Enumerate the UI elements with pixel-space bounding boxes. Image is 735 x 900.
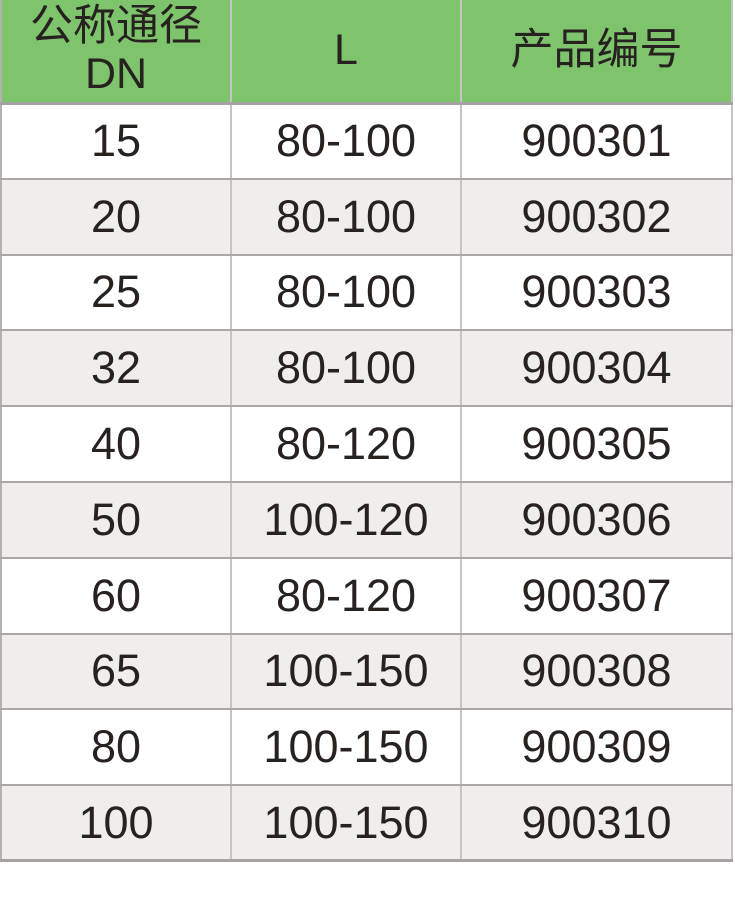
- cell-l: 80-100: [230, 103, 461, 180]
- cell-l: 100-120: [230, 481, 461, 559]
- cell-product-code: 900310: [460, 785, 732, 861]
- cell-dn: 80: [1, 709, 231, 787]
- cell-dn: 100: [78, 796, 154, 848]
- cell-l: 80-100: [230, 254, 461, 332]
- cell-dn: 32: [1, 330, 231, 408]
- product-spec-table: 公称通径 DN L 产品编号 15 80-100 900301 20 80-10…: [0, 0, 733, 863]
- cell-dn: 25: [1, 254, 231, 332]
- cell-product-code: 900303: [460, 254, 732, 332]
- cell-dn: 15: [1, 103, 231, 180]
- table-row: 15 80-100 900301: [1, 103, 732, 180]
- table-row: 60 80-120 900307: [1, 557, 732, 635]
- cell-product-code: 900304: [460, 330, 732, 408]
- table-row: 32 80-100 900304: [1, 330, 732, 408]
- column-header-dn-line1: 公称通径: [30, 2, 202, 51]
- cell-dn: 50: [1, 481, 231, 559]
- cell-dn: 40: [1, 406, 231, 483]
- cell-product-code: 900307: [460, 557, 732, 635]
- table-row: 100 100-150 900310: [1, 785, 732, 861]
- cell-product-code: 900308: [460, 633, 732, 711]
- cell-l: 100-150: [230, 785, 461, 861]
- cell-l: 100-150: [230, 633, 461, 711]
- cell-l: 80-120: [230, 406, 461, 483]
- cell-product-code: 900309: [460, 709, 732, 787]
- cell-dn: 65: [1, 633, 231, 711]
- cell-l: 80-100: [230, 178, 461, 256]
- cell-product-code: 900302: [460, 178, 732, 256]
- column-header-l: L: [230, 0, 461, 105]
- header-row: 公称通径 DN L 产品编号: [1, 0, 732, 105]
- cell-l: 80-100: [230, 330, 461, 408]
- table-row: 25 80-100 900303: [1, 254, 732, 332]
- column-header-dn: 公称通径 DN: [1, 0, 231, 105]
- column-header-product-code: 产品编号: [460, 0, 732, 105]
- cell-product-code: 900301: [460, 103, 732, 180]
- table-row: 40 80-120 900305: [1, 406, 732, 483]
- cell-dn: 60: [1, 557, 231, 635]
- cell-l: 100-150: [230, 709, 461, 787]
- table-row: 80 100-150 900309: [1, 709, 732, 787]
- table-row: 50 100-120 900306: [1, 481, 732, 559]
- table-body: 15 80-100 900301 20 80-100 900302 25 80-…: [1, 103, 732, 861]
- cell-product-code: 900306: [460, 481, 732, 559]
- cell-dn: 20: [1, 178, 231, 256]
- table-row: 20 80-100 900302: [1, 178, 732, 256]
- cell-product-code: 900305: [460, 406, 732, 483]
- column-header-dn-line2: DN: [84, 49, 148, 98]
- cell-l: 80-120: [230, 557, 461, 635]
- table-row: 65 100-150 900308: [1, 633, 732, 711]
